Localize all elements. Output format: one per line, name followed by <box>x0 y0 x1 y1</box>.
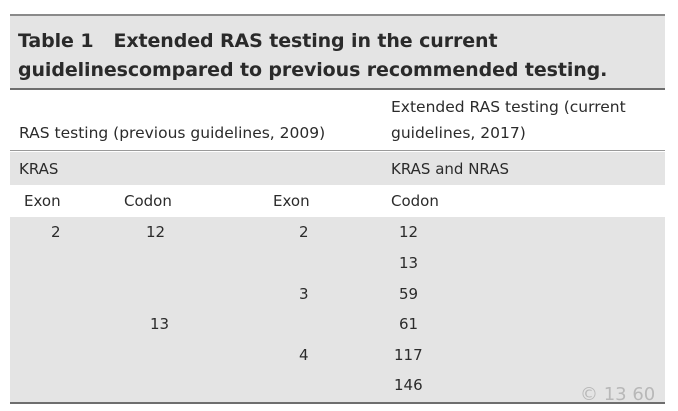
gene-current: KRAS and NRAS <box>391 160 510 178</box>
header-current-line1: Extended RAS testing (current <box>391 98 626 116</box>
row-2-cur-codon: 59 <box>399 285 419 303</box>
gene-previous: KRAS <box>19 160 59 178</box>
row-1-cur-codon: 13 <box>399 254 419 272</box>
subheader-prev-exon: Exon <box>24 192 61 210</box>
row-2-cur-exon: 3 <box>299 285 309 303</box>
row-0-cur-exon: 2 <box>299 223 309 241</box>
caption-text-1: Extended RAS testing in the current <box>113 30 498 52</box>
subheader-cur-codon: Codon <box>391 192 439 210</box>
gene-row-band <box>10 152 665 185</box>
caption-line-1: Table 1 Extended RAS testing in the curre… <box>18 30 498 52</box>
body-band <box>10 217 665 403</box>
header-current-line2: guidelines, 2017) <box>391 124 526 142</box>
watermark: © 13 60 <box>580 384 656 405</box>
header-previous: RAS testing (previous guidelines, 2009) <box>19 124 326 142</box>
row-0-cur-codon: 12 <box>399 223 419 241</box>
row-0-prev-exon: 2 <box>51 223 61 241</box>
caption-line-2: guidelinescompared to previous recommend… <box>18 59 608 81</box>
row-5-cur-codon: 146 <box>394 376 423 394</box>
row-4-cur-codon: 117 <box>394 346 423 364</box>
subheader-cur-exon: Exon <box>273 192 310 210</box>
row-0-prev-codon: 12 <box>146 223 166 241</box>
table-caption: Table 1 Extended RAS testing in the curre… <box>10 14 665 90</box>
row-3-prev-codon: 13 <box>150 315 170 333</box>
table-bottom-rule <box>10 402 665 404</box>
header-divider <box>10 150 665 151</box>
row-3-cur-codon: 61 <box>399 315 419 333</box>
subheader-prev-codon: Codon <box>124 192 172 210</box>
row-4-cur-exon: 4 <box>299 346 309 364</box>
table-number: Table 1 <box>18 30 94 52</box>
